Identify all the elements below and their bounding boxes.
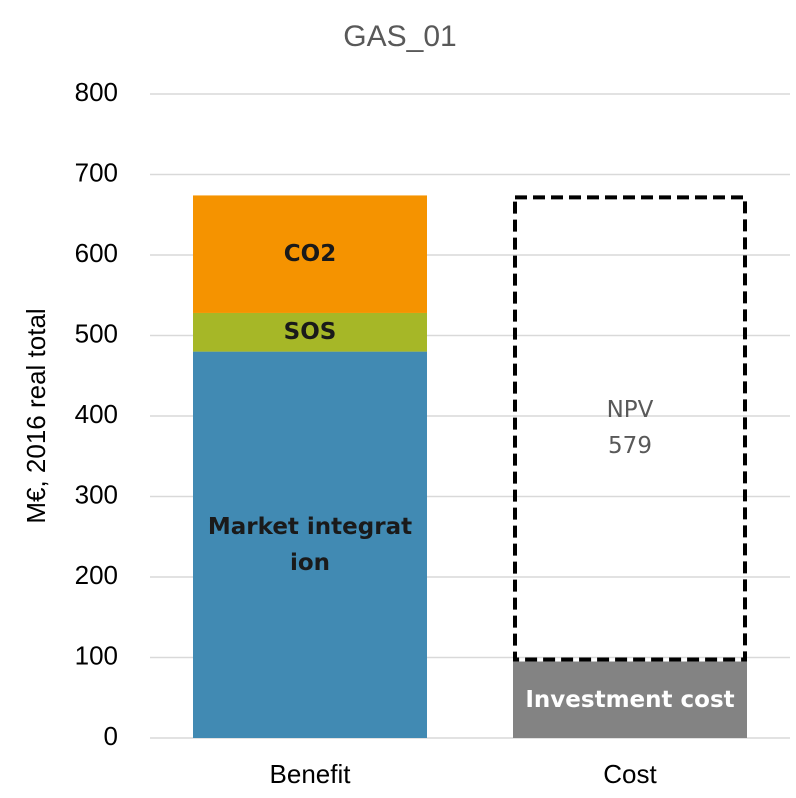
bar-segment [193,351,427,738]
y-tick-label: 100 [75,640,118,670]
bar-segment [193,312,427,352]
segment-label-box: NPV 579 [513,195,747,661]
segment-label-box: Investment cost [513,662,747,738]
segment-name: NPV [606,397,654,424]
y-axis-label: M€, 2016 real total [21,308,51,523]
segment-name: CO2 [283,241,337,268]
y-tick-label: 0 [104,721,118,751]
segment-label: Investment cost [513,662,747,738]
y-tick-label: 200 [75,560,118,590]
bar-segment [193,195,427,313]
segment-label: CO2 [193,195,427,313]
bar-segment [513,661,747,738]
segment-value: 579 [608,433,652,460]
y-tick-label: 800 [75,77,118,107]
y-tick-label: 700 [75,157,118,187]
y-tick-label: 400 [75,399,118,429]
x-tick-label: Cost [603,759,657,789]
segment-label: Market integration [193,352,427,738]
segment-label-box: CO2 [193,195,427,313]
segment-label-box: SOS [193,313,427,352]
y-tick-label: 600 [75,238,118,268]
segment-label-box: Market integration [193,352,427,738]
npv-box [513,195,747,662]
x-tick-label: Benefit [270,759,352,789]
chart-title: GAS_01 [343,20,456,53]
segment-name: SOS [283,319,337,346]
segment-name: Market integration [207,513,413,576]
y-tick-label: 300 [75,479,118,509]
segment-label: NPV 579 [513,195,747,661]
segment-name: Investment cost [525,686,735,713]
y-tick-label: 500 [75,318,118,348]
segment-label: SOS [193,313,427,352]
